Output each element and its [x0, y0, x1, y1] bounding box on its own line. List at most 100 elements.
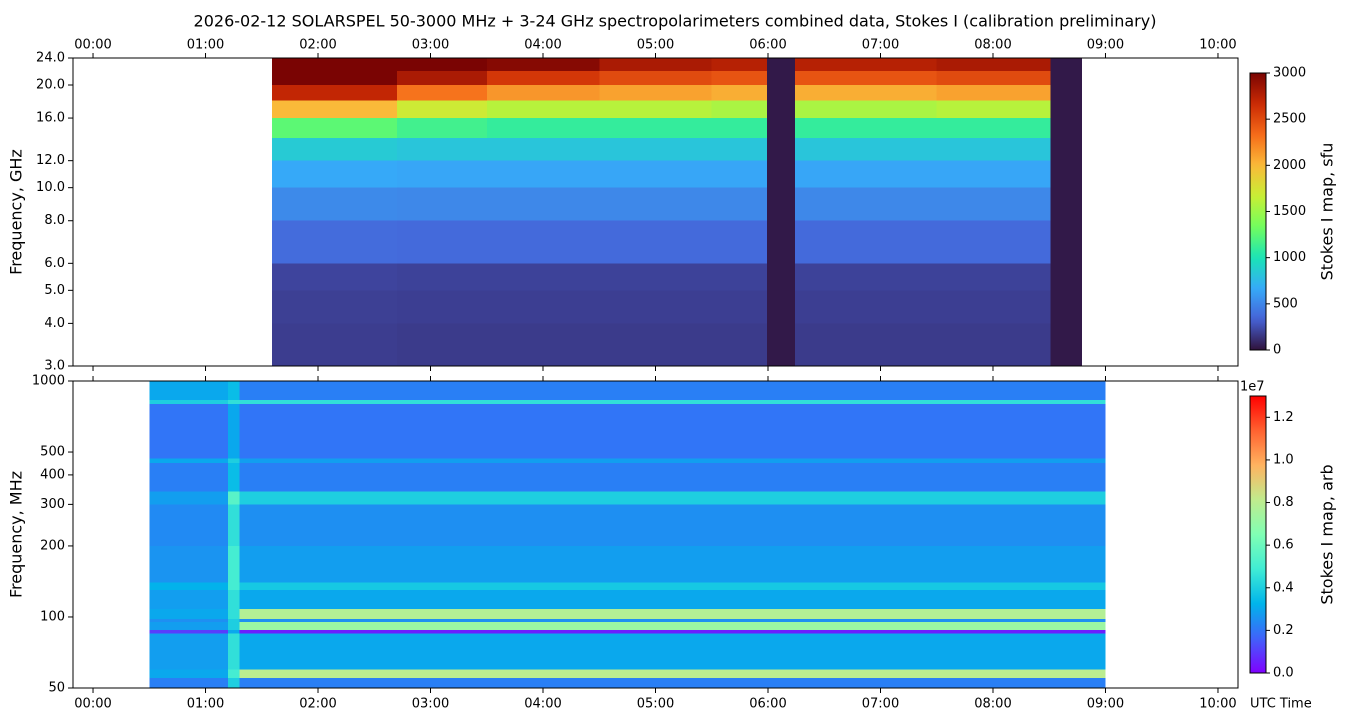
heatmap-cell [271, 58, 397, 71]
heatmap-cell [271, 220, 397, 264]
heatmap-cell [239, 582, 1106, 591]
heatmap-cell [149, 582, 229, 591]
heatmap-cell [149, 458, 229, 463]
heatmap-cell [711, 137, 767, 161]
x-tick-label: 03:00 [412, 38, 449, 53]
heatmap-cell [228, 609, 240, 620]
heatmap-cell [766, 58, 795, 71]
colorbar-tick-label: 0.8 [1273, 495, 1294, 510]
colorbar-tick-label: 0.2 [1273, 623, 1294, 638]
colorbar-tick-label: 3000 [1273, 66, 1306, 81]
heatmap-cell [936, 85, 1051, 101]
heatmap-cell [486, 85, 600, 101]
heatmap-cell [766, 118, 795, 138]
heatmap-cell [239, 630, 1106, 634]
heatmap-cell [936, 137, 1051, 161]
heatmap-cell [766, 290, 795, 324]
x-tick-label: 05:00 [637, 697, 674, 712]
heatmap-cell [396, 187, 487, 221]
heatmap-cell [486, 58, 600, 71]
heatmap-cell [239, 622, 1106, 631]
heatmap-cell [228, 669, 240, 679]
heatmap-cell [936, 118, 1051, 138]
heatmap-cell [1050, 137, 1082, 161]
colorbar-tick-label: 0.0 [1273, 666, 1294, 681]
x-tick-label: 09:00 [1087, 38, 1124, 53]
heatmap-cell [228, 462, 240, 492]
heatmap-cell [1050, 323, 1082, 366]
y-tick-label: 10.0 [36, 180, 65, 195]
heatmap-cell [228, 403, 240, 459]
y-tick-label: 200 [40, 538, 65, 553]
x-tick-label: 07:00 [862, 38, 899, 53]
x-tick-label: 00:00 [74, 697, 111, 712]
heatmap-cell [149, 669, 229, 679]
heatmap-cell [599, 263, 712, 291]
heatmap-cell [711, 85, 767, 101]
heatmap-cell [228, 400, 240, 404]
heatmap-cell [228, 630, 240, 634]
heatmap-cell [239, 619, 1106, 623]
x-tick-label: 10:00 [1199, 38, 1236, 53]
colorbar-label: Stokes I map, arb [1318, 464, 1337, 604]
heatmap-cell [794, 118, 937, 138]
x-tick-label: 10:00 [1199, 697, 1236, 712]
y-axis-label: Frequency, GHz [7, 149, 26, 275]
heatmap-cell [766, 263, 795, 291]
y-tick-label: 3.0 [44, 359, 65, 374]
heatmap-cell [149, 400, 229, 404]
heatmap-cell [228, 619, 240, 623]
heatmap-cell [711, 118, 767, 138]
heatmap-cell [766, 187, 795, 221]
heatmap-cell [486, 118, 600, 138]
heatmap-cell [936, 160, 1051, 188]
chart-title: 2026-02-12 SOLARSPEL 50-3000 MHz + 3-24 … [194, 12, 1157, 31]
heatmap-cell [599, 100, 712, 119]
heatmap-cell [711, 290, 767, 324]
heatmap-cell [486, 220, 600, 264]
heatmap-cell [228, 590, 240, 610]
heatmap-cell [239, 633, 1106, 670]
heatmap-cell [1050, 85, 1082, 101]
colorbar [1249, 72, 1267, 351]
y-tick-label: 500 [40, 445, 65, 460]
colorbar-tick-label: 500 [1273, 296, 1298, 311]
x-tick-label: 04:00 [524, 697, 561, 712]
heatmap-cell [149, 590, 229, 610]
x-tick-label: 06:00 [749, 38, 786, 53]
heatmap-cell [228, 633, 240, 670]
heatmap-cell [711, 58, 767, 71]
heatmap-cell [599, 323, 712, 366]
heatmap-cell [794, 323, 937, 366]
heatmap-cell [766, 160, 795, 188]
heatmap-cell [149, 633, 229, 670]
heatmap-cell [936, 323, 1051, 366]
heatmap-cell [766, 100, 795, 119]
heatmap-cell [936, 263, 1051, 291]
heatmap-cell [228, 491, 240, 505]
heatmap-cell [239, 590, 1106, 610]
heatmap-cell [794, 70, 937, 86]
x-tick-label: 02:00 [299, 697, 336, 712]
heatmap-cell [794, 220, 937, 264]
y-tick-label: 100 [40, 609, 65, 624]
heatmap-cell [271, 160, 397, 188]
y-tick-label: 20.0 [36, 78, 65, 93]
heatmap-cell [711, 100, 767, 119]
heatmap-cell [794, 263, 937, 291]
heatmap-cell [149, 462, 229, 492]
heatmap-cell [599, 70, 712, 86]
heatmap-cell [396, 70, 487, 86]
heatmap-cell [486, 100, 600, 119]
heatmap-cell [228, 458, 240, 463]
heatmap-cell [149, 381, 229, 401]
y-tick-label: 400 [40, 467, 65, 482]
heatmap-cell [599, 137, 712, 161]
heatmap-cell [239, 678, 1106, 688]
heatmap-cell [766, 220, 795, 264]
x-tick-label: 01:00 [187, 697, 224, 712]
x-tick-label: 02:00 [299, 38, 336, 53]
heatmap-cell [599, 220, 712, 264]
y-tick-label: 16.0 [36, 111, 65, 126]
